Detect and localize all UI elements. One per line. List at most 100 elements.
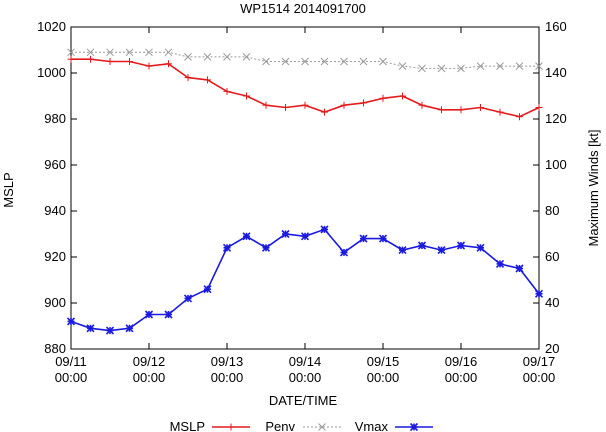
series-line-1 bbox=[71, 51, 539, 69]
series-point-0 bbox=[457, 106, 465, 114]
left-y-tick-label: 940 bbox=[44, 203, 66, 218]
series-point-0 bbox=[106, 58, 114, 65]
series-point-2 bbox=[437, 246, 446, 255]
series-point-0 bbox=[243, 92, 250, 100]
right-y-tick-label: 100 bbox=[545, 157, 567, 172]
series-point-2 bbox=[125, 324, 134, 333]
series-point-2 bbox=[66, 317, 76, 326]
legend-label: Penv bbox=[265, 419, 295, 432]
series-point-1 bbox=[281, 57, 290, 66]
series-point-1 bbox=[125, 48, 134, 57]
x-tick-label-date: 09/14 bbox=[289, 354, 322, 369]
series-point-0 bbox=[282, 104, 289, 111]
series-point-0 bbox=[145, 62, 153, 70]
series-point-2 bbox=[105, 326, 115, 335]
series-line-2 bbox=[70, 228, 540, 332]
series-point-1 bbox=[398, 62, 407, 70]
series-point-1 bbox=[203, 53, 212, 61]
series-point-2 bbox=[281, 229, 290, 239]
series-point-2 bbox=[398, 246, 407, 255]
legend-swatch-marker bbox=[318, 423, 326, 431]
series-point-1 bbox=[457, 64, 465, 73]
left-y-tick-label: 1000 bbox=[37, 65, 66, 80]
series-point-1 bbox=[340, 57, 348, 66]
series-point-0 bbox=[496, 108, 504, 116]
series-point-2 bbox=[417, 241, 427, 250]
series-point-0 bbox=[340, 101, 348, 109]
x-tick-label-time: 00:00 bbox=[289, 370, 322, 385]
series-point-1 bbox=[86, 48, 95, 57]
series-point-0 bbox=[184, 74, 192, 82]
series-point-1 bbox=[418, 64, 426, 73]
plot-frame bbox=[70, 26, 540, 350]
x-tick-label-date: 09/16 bbox=[445, 354, 478, 369]
x-tick-label-time: 00:00 bbox=[523, 370, 556, 385]
series-point-2 bbox=[534, 289, 544, 298]
left-y-tick-label: 880 bbox=[44, 341, 66, 356]
series-point-2 bbox=[476, 243, 485, 252]
series-point-2 bbox=[164, 310, 173, 319]
series-point-1 bbox=[262, 57, 270, 66]
series-point-1 bbox=[515, 62, 524, 70]
x-tick-label-date: 09/12 bbox=[133, 354, 166, 369]
series-point-0 bbox=[165, 60, 172, 68]
series-point-0 bbox=[477, 104, 484, 111]
right-y-tick-label: 120 bbox=[545, 111, 567, 126]
series-point-0 bbox=[87, 55, 94, 63]
series-point-2 bbox=[320, 225, 329, 234]
series-point-2 bbox=[242, 232, 251, 241]
legend-swatch-marker bbox=[227, 423, 235, 431]
series-point-1 bbox=[184, 53, 192, 61]
series-point-1 bbox=[496, 62, 504, 70]
series-point-2 bbox=[456, 241, 466, 250]
series-point-2 bbox=[300, 232, 310, 241]
x-tick-label-date: 09/15 bbox=[367, 354, 400, 369]
series-point-1 bbox=[301, 57, 309, 66]
left-y-tick-label: 960 bbox=[44, 157, 66, 172]
series-point-2 bbox=[339, 248, 349, 257]
right-y-tick-label: 20 bbox=[545, 341, 559, 356]
series-point-2 bbox=[203, 285, 212, 294]
legend: MSLP Penv Vmax bbox=[170, 419, 433, 432]
series-point-1 bbox=[67, 48, 75, 57]
left-y-tick-label: 1020 bbox=[37, 19, 66, 34]
series-point-2 bbox=[495, 259, 505, 268]
left-y-tick-label: 900 bbox=[44, 295, 66, 310]
plot-area: 880 900 920 940 960 980 1000 1020 20 40 60 80 100 120… bbox=[37, 19, 567, 385]
series-point-2 bbox=[144, 310, 154, 319]
series-point-2 bbox=[183, 294, 193, 303]
right-y-tick-label: 40 bbox=[545, 295, 559, 310]
series-point-0 bbox=[399, 92, 406, 100]
series-point-2 bbox=[261, 243, 271, 252]
series-point-0 bbox=[379, 94, 387, 102]
right-y-tick-label: 140 bbox=[545, 65, 567, 80]
series-point-0 bbox=[360, 99, 367, 107]
right-axis-label: Maximum Winds [kt] bbox=[586, 129, 601, 246]
left-axis-label: MSLP bbox=[1, 172, 16, 207]
series-point-0 bbox=[535, 104, 543, 111]
series-point-1 bbox=[437, 64, 446, 73]
legend-swatch-marker bbox=[409, 422, 419, 432]
right-y-tick-label: 160 bbox=[545, 19, 567, 34]
x-tick-label-time: 00:00 bbox=[367, 370, 400, 385]
legend-label: MSLP bbox=[170, 419, 205, 432]
legend-label: Vmax bbox=[355, 419, 389, 432]
x-tick-label-date: 09/13 bbox=[211, 354, 244, 369]
series-point-1 bbox=[535, 62, 543, 70]
right-y-tick-label: 60 bbox=[545, 249, 559, 264]
series-point-1 bbox=[223, 53, 231, 61]
series-point-2 bbox=[378, 234, 388, 243]
series-point-1 bbox=[242, 53, 251, 61]
x-tick-label-time: 00:00 bbox=[133, 370, 166, 385]
series-point-1 bbox=[164, 48, 173, 57]
series-point-2 bbox=[359, 234, 368, 243]
series-point-0 bbox=[262, 101, 270, 109]
x-tick-label-date: 09/11 bbox=[55, 354, 87, 369]
left-y-tick-label: 920 bbox=[44, 249, 66, 264]
series-point-1 bbox=[320, 57, 329, 66]
series-point-1 bbox=[106, 48, 114, 57]
series-point-1 bbox=[476, 62, 485, 70]
series-point-0 bbox=[204, 76, 211, 84]
x-tick-label-time: 00:00 bbox=[211, 370, 244, 385]
